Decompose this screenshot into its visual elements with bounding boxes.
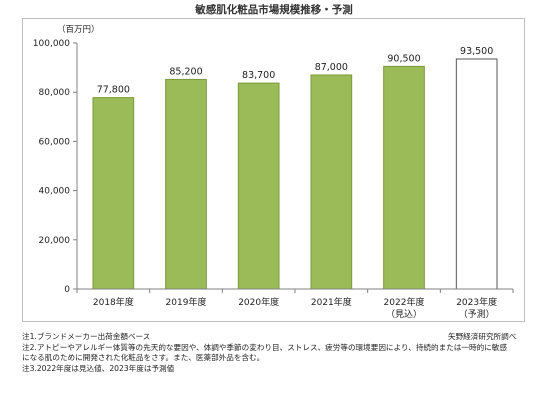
bar-value-label: 87,000: [315, 62, 348, 73]
bar: [455, 58, 498, 290]
bars: 77,800 85,200 83,700 87,000 90,500 93,500: [92, 46, 498, 290]
bar-value-label: 83,700: [242, 70, 275, 81]
y-tick-label: 80,000: [39, 88, 71, 98]
x-tick-label: 2023年度: [456, 296, 497, 308]
x-tick-label: 2019年度: [166, 296, 207, 308]
note-1: 注1.ブランドメーカー出荷金額ベース: [22, 332, 151, 341]
x-tick-label: 2022年度: [384, 296, 425, 308]
y-tick-label: 20,000: [39, 236, 71, 246]
bar-chart: （百万円） 0 20,000 40,000 60,000 80,000 100,000 7…: [33, 24, 514, 320]
bar: [92, 97, 135, 290]
x-tick-sublabel: （見込）: [386, 309, 422, 320]
y-axis: 0 20,000 40,000 60,000 80,000 100,000: [33, 39, 78, 295]
notes: 注1.ブランドメーカー出荷金額ベース 注2.アトピーやアレルギー体質等の先天的な…: [22, 332, 532, 374]
y-tick-label: 100,000: [33, 39, 70, 49]
y-axis-unit-label: （百万円）: [57, 24, 100, 35]
x-tick-label: 2021年度: [311, 296, 352, 308]
x-tick-label: 2020年度: [238, 296, 279, 308]
bar: [310, 74, 353, 290]
y-tick-label: 0: [64, 285, 70, 295]
y-tick-label: 60,000: [39, 137, 71, 147]
bar-value-label: 85,200: [169, 66, 202, 77]
bar-value-label: 90,500: [387, 53, 420, 64]
bar: [383, 65, 425, 290]
x-axis: 2018年度 2019年度 2020年度 2021年度 2022年度（見込） 2023年度…: [76, 288, 514, 320]
note-2: 注2.アトピーやアレルギー体質等の先天的な要因や、体調や季節の変わり目、ストレス…: [22, 342, 507, 352]
source-credit: 矢野経済研究所調べ: [448, 332, 517, 341]
x-tick-label: 2018年度: [93, 296, 134, 308]
bar-value-label: 77,800: [97, 85, 130, 96]
note-3: 注3.2022年度は見込値、2023年度は予測値: [22, 363, 175, 373]
bar: [165, 78, 207, 290]
chart-title: 敏感肌化粧品市場規模推移・予測: [195, 4, 353, 16]
y-tick-label: 40,000: [39, 187, 71, 197]
chart-frame: （百万円） 0 20,000 40,000 60,000 80,000 100,000 7…: [22, 18, 525, 322]
note-2-continued: になる肌のために開発された化粧品をさす。また、医薬部外品を含む。: [22, 353, 265, 362]
x-tick-sublabel: （予測）: [459, 308, 495, 320]
bar: [237, 82, 280, 290]
bar-value-label: 93,500: [460, 46, 493, 57]
